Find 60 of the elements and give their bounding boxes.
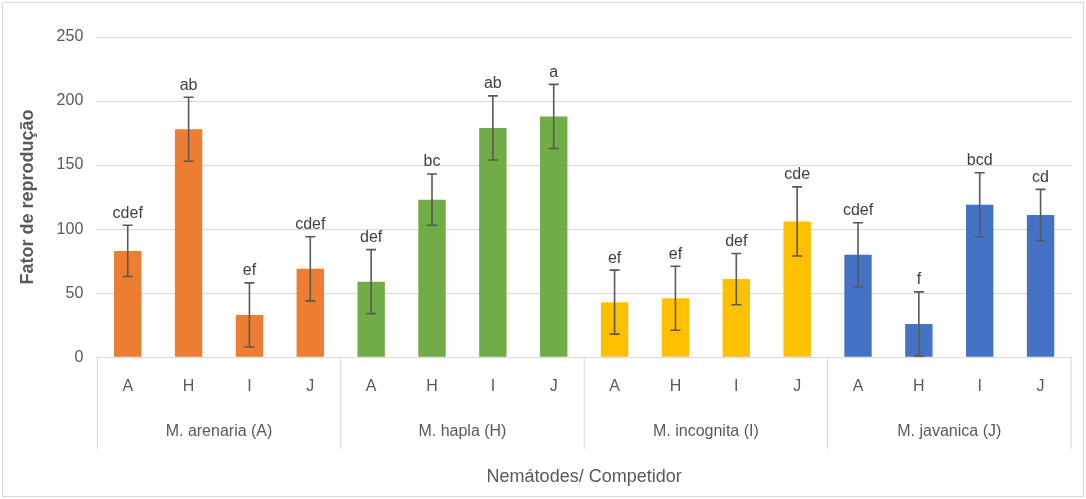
data-label: a (549, 62, 559, 80)
x-tick-label: J (306, 377, 315, 395)
data-label: cdef (112, 203, 144, 221)
data-label: cdef (295, 215, 326, 233)
y-tick-label: 200 (56, 91, 84, 109)
text: M. hapla (H) (418, 421, 507, 439)
data-label: bcd (966, 151, 993, 169)
bar (418, 199, 446, 357)
bar (479, 127, 507, 357)
data-label: ab (179, 75, 198, 93)
bar (966, 204, 994, 357)
data-label: ef (607, 248, 622, 266)
x-tick-label: I (734, 377, 739, 395)
text: M. javanica (J) (897, 421, 1002, 439)
bar (905, 323, 933, 357)
x-tick-label: H (182, 377, 195, 395)
x-axis-title: Nemátodes/ Competidor (486, 466, 682, 487)
bar (783, 221, 811, 357)
bar (661, 298, 690, 357)
bar (600, 302, 629, 357)
data-label: def (725, 231, 748, 249)
x-tick-label: H (669, 377, 682, 395)
data-label: bc (423, 152, 441, 170)
bar (174, 129, 203, 357)
x-tick-label: H (913, 377, 925, 395)
x-tick-label: I (247, 377, 252, 395)
data-label: ef (668, 244, 683, 262)
bar (357, 281, 385, 357)
x-tick-label: J (793, 377, 802, 395)
y-axis-title: Fator de reprodução (16, 109, 37, 285)
data-label: cde (784, 165, 811, 183)
x-tick-label: J (549, 377, 558, 395)
bar (235, 314, 264, 357)
x-tick-label: J (1036, 377, 1045, 395)
data-label: ab (483, 74, 502, 92)
text: M. incognita (I) (652, 421, 759, 439)
y-tick-label: 250 (56, 27, 84, 45)
x-tick-label: H (426, 377, 438, 395)
y-tick-label: 0 (74, 347, 84, 365)
data-label: cdef (842, 201, 874, 219)
text: M. arenaria (A) (165, 421, 273, 439)
data-label: def (360, 228, 383, 246)
x-tick-label: I (490, 377, 496, 395)
data-label: f (916, 270, 922, 288)
x-tick-label: I (977, 377, 982, 395)
y-tick-label: 50 (65, 283, 84, 301)
y-tick-label: 150 (56, 155, 84, 173)
x-tick-label: A (852, 377, 864, 395)
x-tick-label: A (365, 377, 377, 395)
bar (722, 279, 750, 357)
bar (296, 268, 324, 357)
data-label: ef (242, 261, 257, 279)
bar (1026, 215, 1055, 357)
bar (844, 254, 872, 357)
x-tick-label: A (122, 377, 134, 395)
data-label: cd (1032, 167, 1050, 185)
y-tick-label: 100 (56, 219, 84, 237)
x-tick-label: A (609, 377, 621, 395)
bar (114, 250, 142, 357)
bar (540, 116, 568, 357)
